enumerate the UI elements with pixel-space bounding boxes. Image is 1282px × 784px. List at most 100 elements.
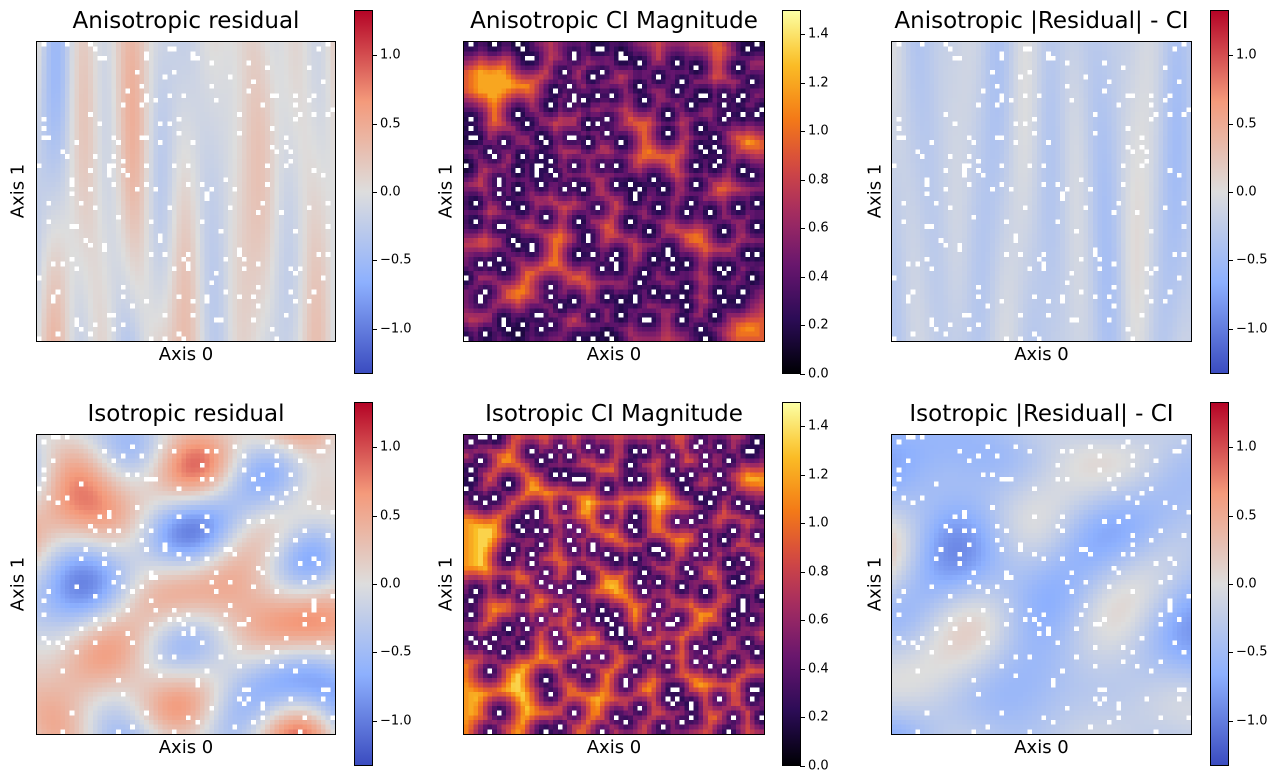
colorbar-tick-label: 1.4 xyxy=(808,26,829,42)
colorbar-tick-label: −1.0 xyxy=(380,713,412,729)
colorbar-tick xyxy=(800,572,805,573)
colorbar-tick xyxy=(1228,329,1233,330)
colorbar xyxy=(782,10,801,374)
colorbar-tick xyxy=(1228,55,1233,56)
colorbar-tick xyxy=(1228,584,1233,585)
colorbar-tick xyxy=(1228,192,1233,193)
colorbar-tick-label: 1.4 xyxy=(808,418,829,434)
colorbar-tick xyxy=(1228,260,1233,261)
colorbar-tick-label: 0.0 xyxy=(1236,184,1257,200)
y-axis-label: Axis 1 xyxy=(7,163,29,219)
colorbar xyxy=(354,402,373,766)
colorbar xyxy=(1210,10,1229,374)
colorbar-tick-label: −0.5 xyxy=(380,644,412,660)
colorbar-tick xyxy=(372,652,377,653)
colorbar-tick xyxy=(372,584,377,585)
colorbar-tick-label: 0.5 xyxy=(1236,116,1257,132)
colorbar-tick-label: 0.6 xyxy=(808,220,829,236)
colorbar-tick xyxy=(800,523,805,524)
colorbar-tick xyxy=(800,180,805,181)
heatmap-plot xyxy=(36,41,336,342)
colorbar-tick xyxy=(800,228,805,229)
colorbar-tick-label: 0.8 xyxy=(808,564,829,580)
colorbar-tick-label: 1.0 xyxy=(380,47,401,63)
colorbar-tick xyxy=(372,55,377,56)
colorbar xyxy=(354,10,373,374)
chart-title: Isotropic |Residual| - CI xyxy=(909,401,1174,427)
colorbar-tick xyxy=(372,124,377,125)
colorbar-tick-label: 0.4 xyxy=(808,661,829,677)
colorbar xyxy=(782,402,801,766)
colorbar-tick-label: 0.2 xyxy=(808,709,829,725)
colorbar-tick-label: 1.2 xyxy=(808,75,829,91)
heatmap-plot xyxy=(463,41,765,342)
colorbar-tick-label: 0.0 xyxy=(380,576,401,592)
colorbar-tick xyxy=(372,721,377,722)
colorbar-tick-label: −1.0 xyxy=(1236,713,1268,729)
colorbar-tick xyxy=(372,516,377,517)
y-axis-label: Axis 1 xyxy=(864,556,886,612)
colorbar-tick-label: −1.0 xyxy=(380,321,412,337)
colorbar-tick xyxy=(800,34,805,35)
colorbar-tick xyxy=(1228,516,1233,517)
heatmap-plot xyxy=(36,434,336,735)
colorbar-tick-label: −1.0 xyxy=(1236,321,1268,337)
x-axis-label: Axis 0 xyxy=(1014,344,1069,365)
colorbar-tick xyxy=(1228,447,1233,448)
colorbar-tick-label: 0.6 xyxy=(808,612,829,628)
colorbar-tick xyxy=(800,277,805,278)
colorbar-tick-label: 0.0 xyxy=(1236,576,1257,592)
colorbar xyxy=(1210,402,1229,766)
x-axis-label: Axis 0 xyxy=(586,344,642,365)
colorbar-tick xyxy=(372,260,377,261)
colorbar-tick xyxy=(1228,124,1233,125)
colorbar-tick xyxy=(372,329,377,330)
colorbar-tick-label: 0.0 xyxy=(380,184,401,200)
colorbar-tick-label: 0.5 xyxy=(380,116,401,132)
x-axis-label: Axis 0 xyxy=(1014,737,1069,758)
colorbar-tick xyxy=(800,717,805,718)
y-axis-label: Axis 1 xyxy=(7,556,29,612)
colorbar-tick xyxy=(800,325,805,326)
colorbar-tick-label: 1.0 xyxy=(1236,439,1257,455)
colorbar-tick-label: 0.5 xyxy=(380,508,401,524)
colorbar-tick-label: 0.0 xyxy=(808,758,829,774)
chart-title: Anisotropic |Residual| - CI xyxy=(894,8,1189,34)
colorbar-tick-label: 1.0 xyxy=(808,123,829,139)
colorbar-tick-label: 0.8 xyxy=(808,172,829,188)
chart-title: Isotropic residual xyxy=(87,401,285,427)
colorbar-tick-label: 1.0 xyxy=(808,515,829,531)
colorbar-tick xyxy=(800,374,805,375)
colorbar-tick xyxy=(800,766,805,767)
x-axis-label: Axis 0 xyxy=(586,737,642,758)
colorbar-tick-label: 0.5 xyxy=(1236,508,1257,524)
colorbar-tick-label: 1.0 xyxy=(1236,47,1257,63)
colorbar-tick-label: 1.2 xyxy=(808,467,829,483)
colorbar-tick xyxy=(800,620,805,621)
heatmap-plot xyxy=(891,434,1192,735)
x-axis-label: Axis 0 xyxy=(158,344,214,365)
colorbar-tick xyxy=(1228,652,1233,653)
colorbar-tick xyxy=(800,426,805,427)
colorbar-tick xyxy=(800,475,805,476)
y-axis-label: Axis 1 xyxy=(435,556,457,612)
chart-title: Anisotropic CI Magnitude xyxy=(470,8,758,34)
chart-title: Isotropic CI Magnitude xyxy=(485,401,743,427)
heatmap-plot xyxy=(463,434,765,735)
colorbar-tick xyxy=(372,192,377,193)
colorbar-tick-label: 0.4 xyxy=(808,269,829,285)
colorbar-tick xyxy=(800,131,805,132)
colorbar-tick-label: −0.5 xyxy=(1236,252,1268,268)
colorbar-tick xyxy=(800,669,805,670)
heatmap-plot xyxy=(891,41,1192,342)
x-axis-label: Axis 0 xyxy=(158,737,214,758)
colorbar-tick-label: −0.5 xyxy=(1236,644,1268,660)
colorbar-tick xyxy=(372,447,377,448)
colorbar-tick-label: 1.0 xyxy=(380,439,401,455)
colorbar-tick-label: 0.2 xyxy=(808,317,829,333)
colorbar-tick-label: −0.5 xyxy=(380,252,412,268)
chart-title: Anisotropic residual xyxy=(72,8,300,34)
y-axis-label: Axis 1 xyxy=(864,163,886,219)
colorbar-tick xyxy=(800,83,805,84)
colorbar-tick-label: 0.0 xyxy=(808,366,829,382)
